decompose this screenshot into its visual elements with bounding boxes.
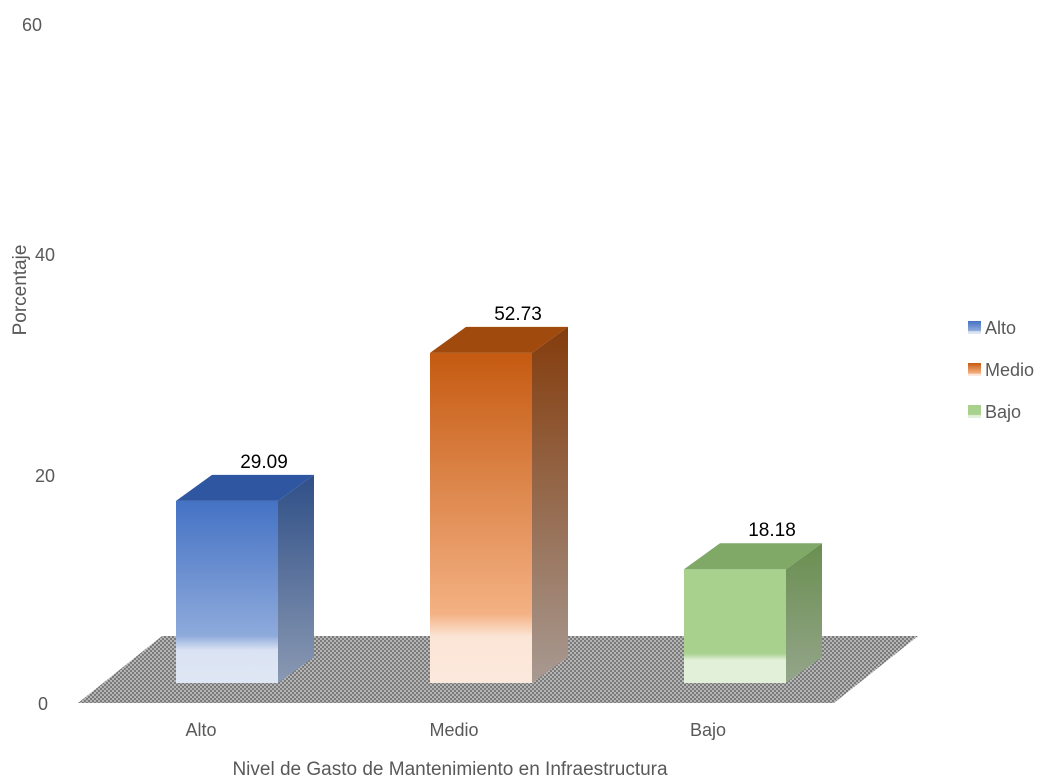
legend-swatch-alto [968, 321, 981, 334]
y-tick-label: 20 [35, 466, 55, 486]
legend-swatch-bajo [968, 405, 981, 418]
bar-top-medio [430, 326, 568, 353]
y-tick-label: 40 [35, 245, 55, 265]
legend-label-alto: Alto [985, 318, 1016, 338]
legend-label-bajo: Bajo [985, 402, 1021, 422]
legend: Alto Medio Bajo [968, 318, 1034, 422]
bar-front-alto [176, 500, 278, 683]
data-label-alto: 29.09 [240, 452, 288, 473]
bar-front-medio [430, 352, 532, 683]
x-tick-label-alto: Alto [185, 720, 216, 740]
legend-swatch-medio [968, 363, 981, 376]
bar-top-alto [176, 474, 314, 501]
data-label-medio: 52.73 [494, 304, 542, 325]
x-tick-label-bajo: Bajo [690, 720, 726, 740]
bar-side-alto [278, 474, 314, 683]
x-axis-title: Nivel de Gasto de Mantenimiento en Infra… [232, 759, 668, 778]
bar-side-bajo [786, 543, 822, 683]
data-label-bajo: 18.18 [748, 520, 796, 541]
y-axis-title: Porcentaje [10, 245, 31, 336]
y-tick-label: 60 [22, 15, 42, 35]
x-tick-label-medio: Medio [429, 720, 478, 740]
bar-top-bajo [684, 543, 822, 570]
bar-front-bajo [684, 569, 786, 683]
bars-group: 29.09 52.73 18.18 [176, 304, 822, 683]
y-tick-label: 0 [38, 694, 48, 714]
bar-side-medio [532, 326, 568, 683]
legend-label-medio: Medio [985, 360, 1034, 380]
